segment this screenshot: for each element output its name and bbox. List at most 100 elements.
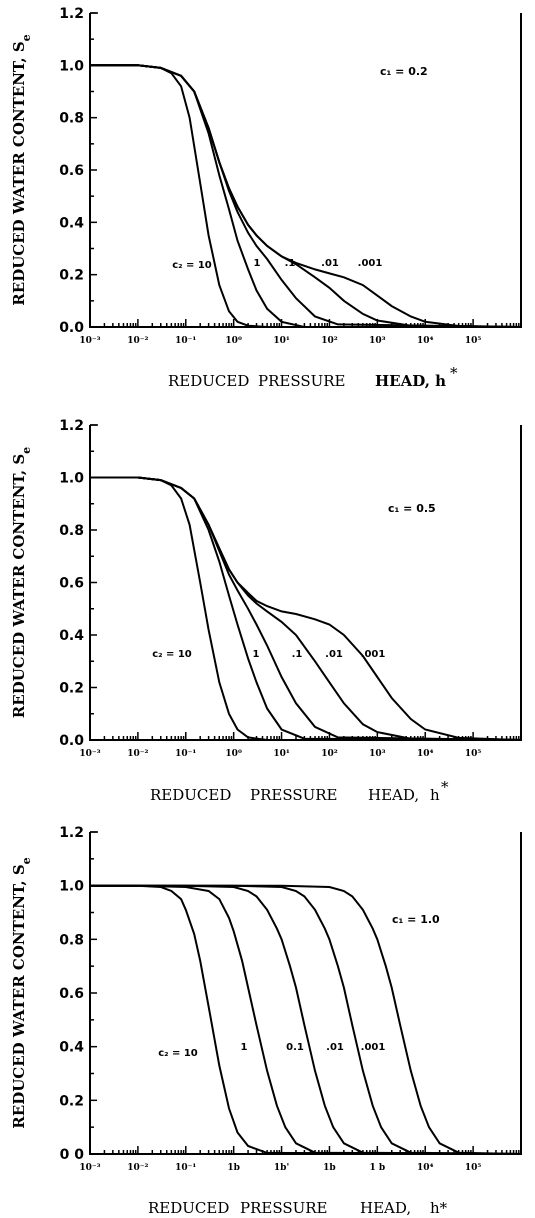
- y-tick-label: 0.0: [59, 733, 84, 749]
- x-tick-label: 10⁵: [465, 749, 482, 759]
- y-axis-label: REDUCED WATER CONTENT, Se: [10, 447, 33, 718]
- series-line-1: [90, 64, 521, 328]
- y-tick-label: 1.2: [59, 825, 84, 841]
- x-tick-label: 1b': [274, 1163, 289, 1173]
- y-tick-label: 0 0: [60, 1147, 85, 1163]
- y-axis-label-text: REDUCED WATER CONTENT, S: [10, 41, 28, 305]
- x-axis-label-part: h*: [430, 1199, 448, 1217]
- x-tick-label: 10⁵: [465, 336, 482, 346]
- x-axis-label-part: h: [430, 786, 440, 804]
- x-axis-label-superscript: *: [441, 778, 449, 796]
- x-axis-label-part: HEAD, h: [375, 372, 446, 390]
- curve-label: .001: [361, 1042, 386, 1053]
- x-tick-label: 10⁻³: [79, 1163, 100, 1173]
- x-tick-label: 10⁻¹: [175, 1163, 196, 1173]
- curve-label: .001: [361, 649, 386, 660]
- x-axis-label-part: HEAD,: [368, 786, 419, 804]
- axes-frame: [89, 832, 522, 1155]
- curve-label: .1: [285, 258, 296, 269]
- y-tick-label: 0.2: [59, 1093, 84, 1109]
- curve-label: .1: [292, 649, 303, 660]
- x-tick-label: 10⁰: [225, 336, 242, 346]
- y-axis-label-subscript: e: [20, 857, 33, 864]
- y-tick-label: 0.4: [59, 628, 84, 644]
- series-line-4: [90, 64, 522, 328]
- series-line-3: [90, 64, 522, 328]
- axes-frame: [89, 13, 522, 328]
- x-tick-label: 10⁻³: [79, 336, 100, 346]
- x-tick-label: 10⁴: [417, 336, 434, 346]
- y-axis-label: REDUCED WATER CONTENT, Se: [10, 857, 33, 1128]
- x-tick-label: 10⁻²: [127, 336, 148, 346]
- x-tick-label: 1b: [227, 1163, 240, 1173]
- x-axis-label-part: PRESSURE: [240, 1199, 328, 1217]
- x-tick-label: 10³: [369, 749, 386, 759]
- x-tick-label: 10¹: [273, 336, 290, 346]
- x-axis-label-part: HEAD,: [360, 1199, 411, 1217]
- series-line-5: [90, 64, 522, 328]
- series-line-3: [90, 884, 522, 1155]
- y-tick-label: 1.0: [59, 471, 84, 487]
- x-tick-label: 10²: [321, 336, 338, 346]
- chart-panel-1: 0.0 0.2 0.4 0.6 0.8 1.0 1.2 10⁻³ 10⁻² 10⁻¹ 10⁰ 10¹ 1…: [10, 6, 522, 390]
- x-axis-label-part: REDUCED: [150, 786, 231, 804]
- y-tick-label: 0.8: [59, 111, 84, 127]
- x-tick-label: 10⁻¹: [175, 336, 196, 346]
- curve-label: .01: [325, 649, 343, 660]
- x-tick-label: 10³: [369, 336, 386, 346]
- x-tick-label: 1b: [323, 1163, 336, 1173]
- y-axis-label-subscript: e: [20, 34, 33, 41]
- curve-label: 1: [241, 1042, 248, 1053]
- curve-label: c₂ = 10: [172, 260, 212, 271]
- curve-label: 1: [254, 258, 261, 269]
- y-axis-label: REDUCED WATER CONTENT, Se: [10, 34, 33, 305]
- curve-label: .01: [326, 1042, 344, 1053]
- x-tick-label: 10¹: [273, 749, 290, 759]
- y-tick-label: 0.4: [59, 1040, 84, 1056]
- series-line-5: [90, 884, 522, 1155]
- y-tick-label: 1.2: [59, 418, 84, 434]
- curve-label: .01: [321, 258, 339, 269]
- series-line-4: [90, 884, 522, 1155]
- series-line-2: [90, 64, 521, 328]
- y-axis-label-subscript: e: [20, 447, 33, 454]
- y-tick-label: 0.8: [59, 932, 84, 948]
- x-axis-label-part: REDUCED: [168, 372, 249, 390]
- x-tick-label: 10⁻³: [79, 749, 100, 759]
- x-tick-label: 1 b: [369, 1163, 385, 1173]
- x-axis-label-superscript: *: [450, 364, 458, 382]
- curve-label: 0.1: [286, 1042, 304, 1053]
- c1-label: c₁ = 1.0: [392, 913, 440, 926]
- curve-label: c₂ = 10: [158, 1048, 198, 1059]
- chart-panel-3: 0 0 0.2 0.4 0.6 0.8 1.0 1.2 10⁻³ 10⁻² 10⁻¹ 1b 1b' 1b…: [10, 825, 522, 1217]
- x-tick-label: 10⁴: [417, 749, 434, 759]
- y-axis-label-text: REDUCED WATER CONTENT, S: [10, 454, 28, 718]
- y-tick-label: 0.4: [59, 215, 84, 231]
- y-tick-label: 0.8: [59, 523, 84, 539]
- x-tick-label: 10⁻¹: [175, 749, 196, 759]
- series-line-2: [90, 476, 522, 741]
- y-tick-label: 0.2: [59, 681, 84, 697]
- x-axis-label-part: PRESSURE: [258, 372, 346, 390]
- series-line-5: [90, 476, 522, 741]
- chart-panel-2: 0.0 0.2 0.4 0.6 0.8 1.0 1.2 10⁻³ 10⁻² 10⁻¹ 10⁰ 10¹ 1…: [10, 418, 522, 804]
- y-tick-label: 0.6: [59, 576, 84, 592]
- y-tick-label: 0.6: [59, 986, 84, 1002]
- curve-label: .001: [358, 258, 383, 269]
- x-tick-label: 10⁴: [417, 1163, 434, 1173]
- y-tick-label: 1.2: [59, 6, 84, 22]
- y-tick-label: 0.2: [59, 268, 84, 284]
- x-tick-label: 10⁻²: [127, 749, 148, 759]
- y-tick-label: 1.0: [59, 58, 84, 74]
- c1-label: c₁ = 0.2: [380, 65, 428, 78]
- x-tick-label: 10⁻²: [127, 1163, 148, 1173]
- series-line-2: [90, 884, 522, 1155]
- x-tick-label: 10²: [321, 749, 338, 759]
- y-tick-label: 0.6: [59, 163, 84, 179]
- y-tick-label: 1.0: [59, 879, 84, 895]
- series-line-4: [90, 476, 522, 741]
- curve-label: 1: [253, 649, 260, 660]
- series-line-1: [90, 476, 521, 741]
- x-tick-label: 10⁵: [465, 1163, 482, 1173]
